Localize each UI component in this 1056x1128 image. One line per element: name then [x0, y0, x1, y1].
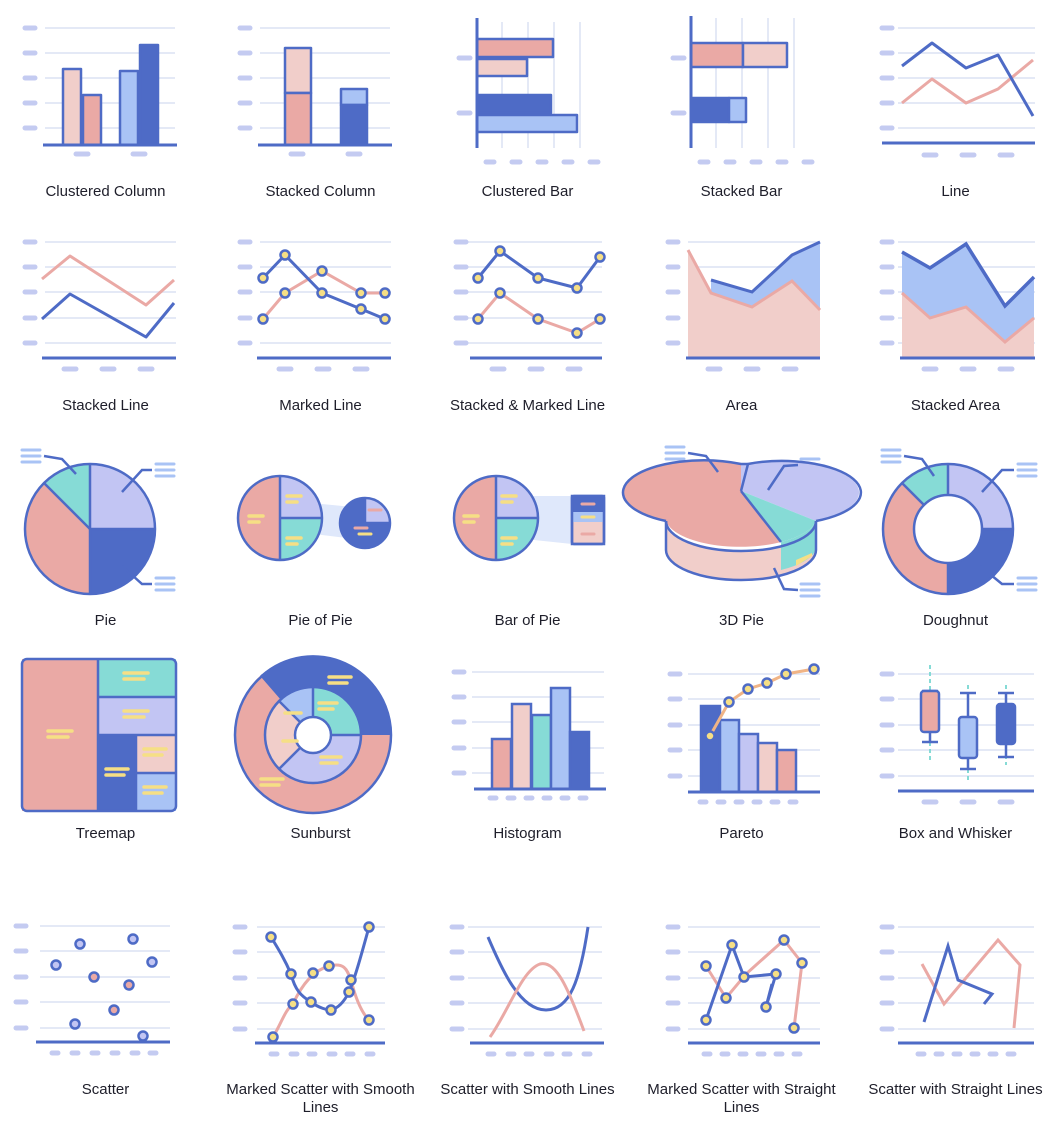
treemap-label: Treemap — [75, 825, 136, 842]
clustered-bar-icon — [456, 18, 601, 165]
marked-line-icon — [237, 239, 391, 372]
histogram-icon — [451, 669, 606, 801]
scatter-icon — [13, 923, 170, 1056]
pareto-icon — [667, 663, 820, 805]
bar-of-pie-label: Bar of Pie — [494, 612, 561, 629]
stacked-line-label: Stacked Line — [62, 397, 149, 414]
pie-label: Pie — [94, 612, 117, 629]
marked-scatter-straight-lines-icon — [665, 924, 820, 1057]
box-and-whisker-icon — [879, 665, 1034, 805]
stacked-column-icon — [237, 25, 392, 157]
box-and-whisker-label: Box and Whisker — [898, 825, 1013, 842]
stacked-area-icon — [879, 239, 1036, 372]
scatter-straight-lines-label: Scatter with Straight Lines — [868, 1081, 1043, 1098]
3d-pie-label: 3D Pie — [718, 612, 765, 629]
marked-scatter-smooth-lines-label: Marked Scatter with Smooth Lines — [226, 1081, 415, 1116]
doughnut-label: Doughnut — [922, 612, 989, 629]
sunburst-icon — [233, 655, 393, 815]
line-icon — [879, 25, 1035, 158]
marked-scatter-smooth-lines-icon — [232, 921, 385, 1057]
stacked-marked-line-icon — [453, 239, 606, 372]
scatter-smooth-lines-icon — [449, 924, 604, 1057]
stacked-marked-line-label: Stacked & Marked Line — [449, 397, 606, 414]
pie-of-pie-label: Pie of Pie — [288, 612, 353, 629]
bar-of-pie-icon — [452, 474, 606, 562]
scatter-straight-lines-icon — [879, 924, 1034, 1057]
histogram-label: Histogram — [493, 825, 562, 842]
area-label: Area — [725, 397, 758, 414]
marked-scatter-straight-lines-label: Marked Scatter with Straight Lines — [647, 1081, 836, 1116]
3d-pie-icon — [621, 445, 863, 598]
pie-icon — [20, 448, 176, 596]
stacked-column-label: Stacked Column — [265, 183, 376, 200]
clustered-bar-label: Clustered Bar — [481, 183, 574, 200]
stacked-bar-icon — [670, 16, 815, 165]
pareto-label: Pareto — [719, 825, 764, 842]
doughnut-icon — [880, 448, 1038, 596]
clustered-column-icon — [22, 25, 177, 157]
line-label: Line — [941, 183, 970, 200]
marked-line-label: Marked Line — [279, 397, 362, 414]
stacked-bar-label: Stacked Bar — [700, 183, 783, 200]
treemap-icon — [20, 657, 178, 813]
pie-of-pie-icon — [236, 474, 392, 562]
scatter-smooth-lines-label: Scatter with Smooth Lines — [440, 1081, 615, 1098]
area-icon — [665, 239, 822, 372]
stacked-line-icon — [22, 239, 176, 372]
sunburst-label: Sunburst — [290, 825, 351, 842]
stacked-area-label: Stacked Area — [910, 397, 1001, 414]
scatter-label: Scatter — [81, 1081, 130, 1098]
clustered-column-label: Clustered Column — [45, 183, 166, 200]
